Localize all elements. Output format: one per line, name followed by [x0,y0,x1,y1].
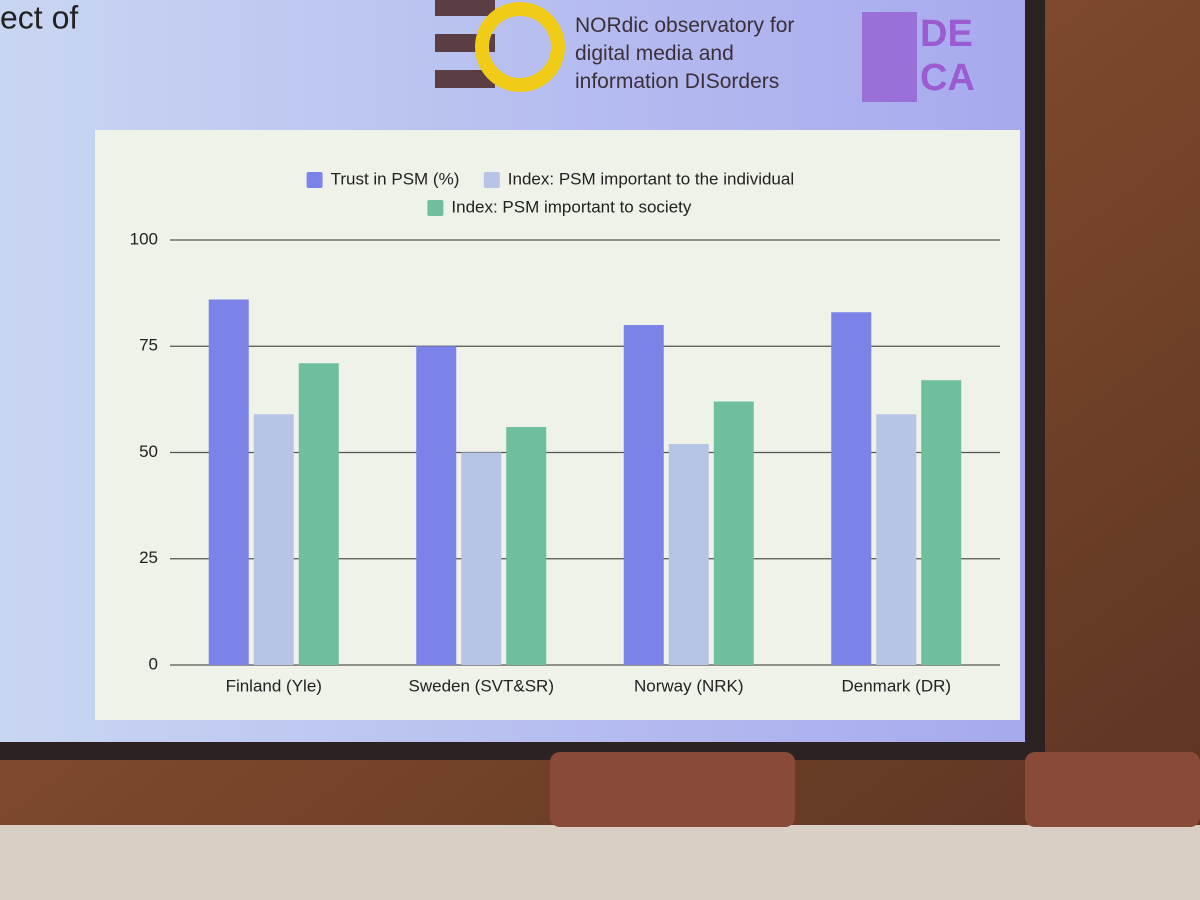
y-tick-label: 25 [139,548,158,567]
bar [416,346,457,665]
logo-text-box: NORdic observatory for digital media and… [575,14,795,93]
chair [550,752,795,827]
bar [506,427,547,665]
y-tick-label: 75 [139,336,158,355]
logo [435,0,565,92]
slide-title: ect of [0,0,78,35]
chair [1025,752,1200,827]
bar [921,380,962,665]
y-tick-label: 50 [139,442,158,461]
deca-text: DE CA [920,13,975,99]
legend-swatch [483,172,500,188]
y-tick-label: 100 [130,229,158,248]
bar [461,452,502,665]
desk [0,825,1200,900]
legend-label: Trust in PSM (%) [331,169,460,188]
bar [713,401,754,665]
x-tick-label: Denmark (DR) [841,676,951,695]
deca-block [862,12,917,102]
bar [876,414,917,665]
bar [298,363,339,665]
logo-text: NORdic observatory for digital media and… [575,14,795,93]
bar [208,299,249,665]
bar [668,444,709,665]
x-tick-label: Sweden (SVT&SR) [409,676,555,695]
plot: 0 25 50 75 100 Trust in PSM (%) Index: PSM imp… [130,169,1000,695]
bar [623,325,664,665]
y-tick-label: 0 [149,654,158,673]
x-tick-label: Norway (NRK) [634,676,744,695]
x-tick-label: Finland (Yle) [226,676,322,695]
bar [831,312,872,665]
bar [253,414,294,665]
legend-swatch [427,200,444,216]
deca-box: DE CA [920,13,975,99]
legend-label: Index: PSM important to the individual [508,169,794,188]
legend-label: Index: PSM important to society [451,197,691,216]
legend-swatch [306,172,323,188]
